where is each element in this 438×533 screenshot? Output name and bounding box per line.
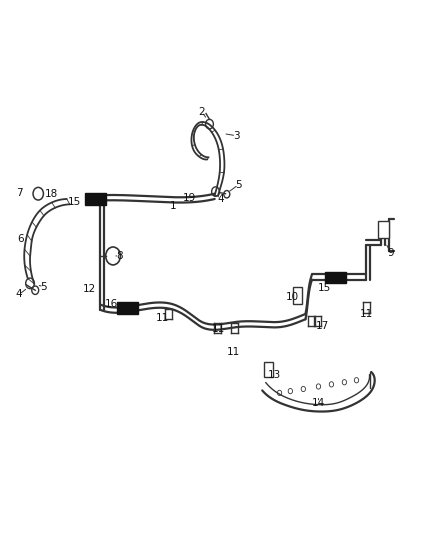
FancyBboxPatch shape bbox=[293, 287, 302, 304]
Text: 4: 4 bbox=[16, 289, 22, 300]
Text: 7: 7 bbox=[16, 188, 22, 198]
FancyBboxPatch shape bbox=[378, 221, 389, 238]
Text: 15: 15 bbox=[318, 282, 331, 293]
Text: 10: 10 bbox=[286, 292, 299, 302]
Text: 5: 5 bbox=[41, 281, 47, 292]
Text: 11: 11 bbox=[226, 348, 240, 358]
Text: 11: 11 bbox=[156, 313, 170, 323]
Text: 1: 1 bbox=[170, 201, 177, 211]
FancyBboxPatch shape bbox=[85, 193, 106, 205]
Text: 5: 5 bbox=[235, 180, 242, 190]
Text: 12: 12 bbox=[83, 284, 96, 294]
Text: 8: 8 bbox=[116, 251, 123, 261]
Text: 19: 19 bbox=[183, 193, 196, 203]
Text: 16: 16 bbox=[105, 300, 118, 310]
FancyBboxPatch shape bbox=[117, 302, 138, 314]
Text: 4: 4 bbox=[217, 194, 224, 204]
Text: 9: 9 bbox=[388, 248, 395, 259]
FancyBboxPatch shape bbox=[264, 362, 273, 377]
Text: 13: 13 bbox=[268, 369, 281, 379]
FancyBboxPatch shape bbox=[325, 272, 346, 284]
Text: 17: 17 bbox=[316, 321, 329, 331]
Text: 6: 6 bbox=[17, 233, 23, 244]
Text: 3: 3 bbox=[233, 131, 240, 141]
Text: 11: 11 bbox=[212, 324, 225, 334]
Text: 14: 14 bbox=[312, 398, 325, 408]
Text: 18: 18 bbox=[45, 189, 58, 199]
Text: 15: 15 bbox=[67, 197, 81, 207]
Text: 2: 2 bbox=[198, 107, 205, 117]
Text: 11: 11 bbox=[360, 309, 373, 319]
